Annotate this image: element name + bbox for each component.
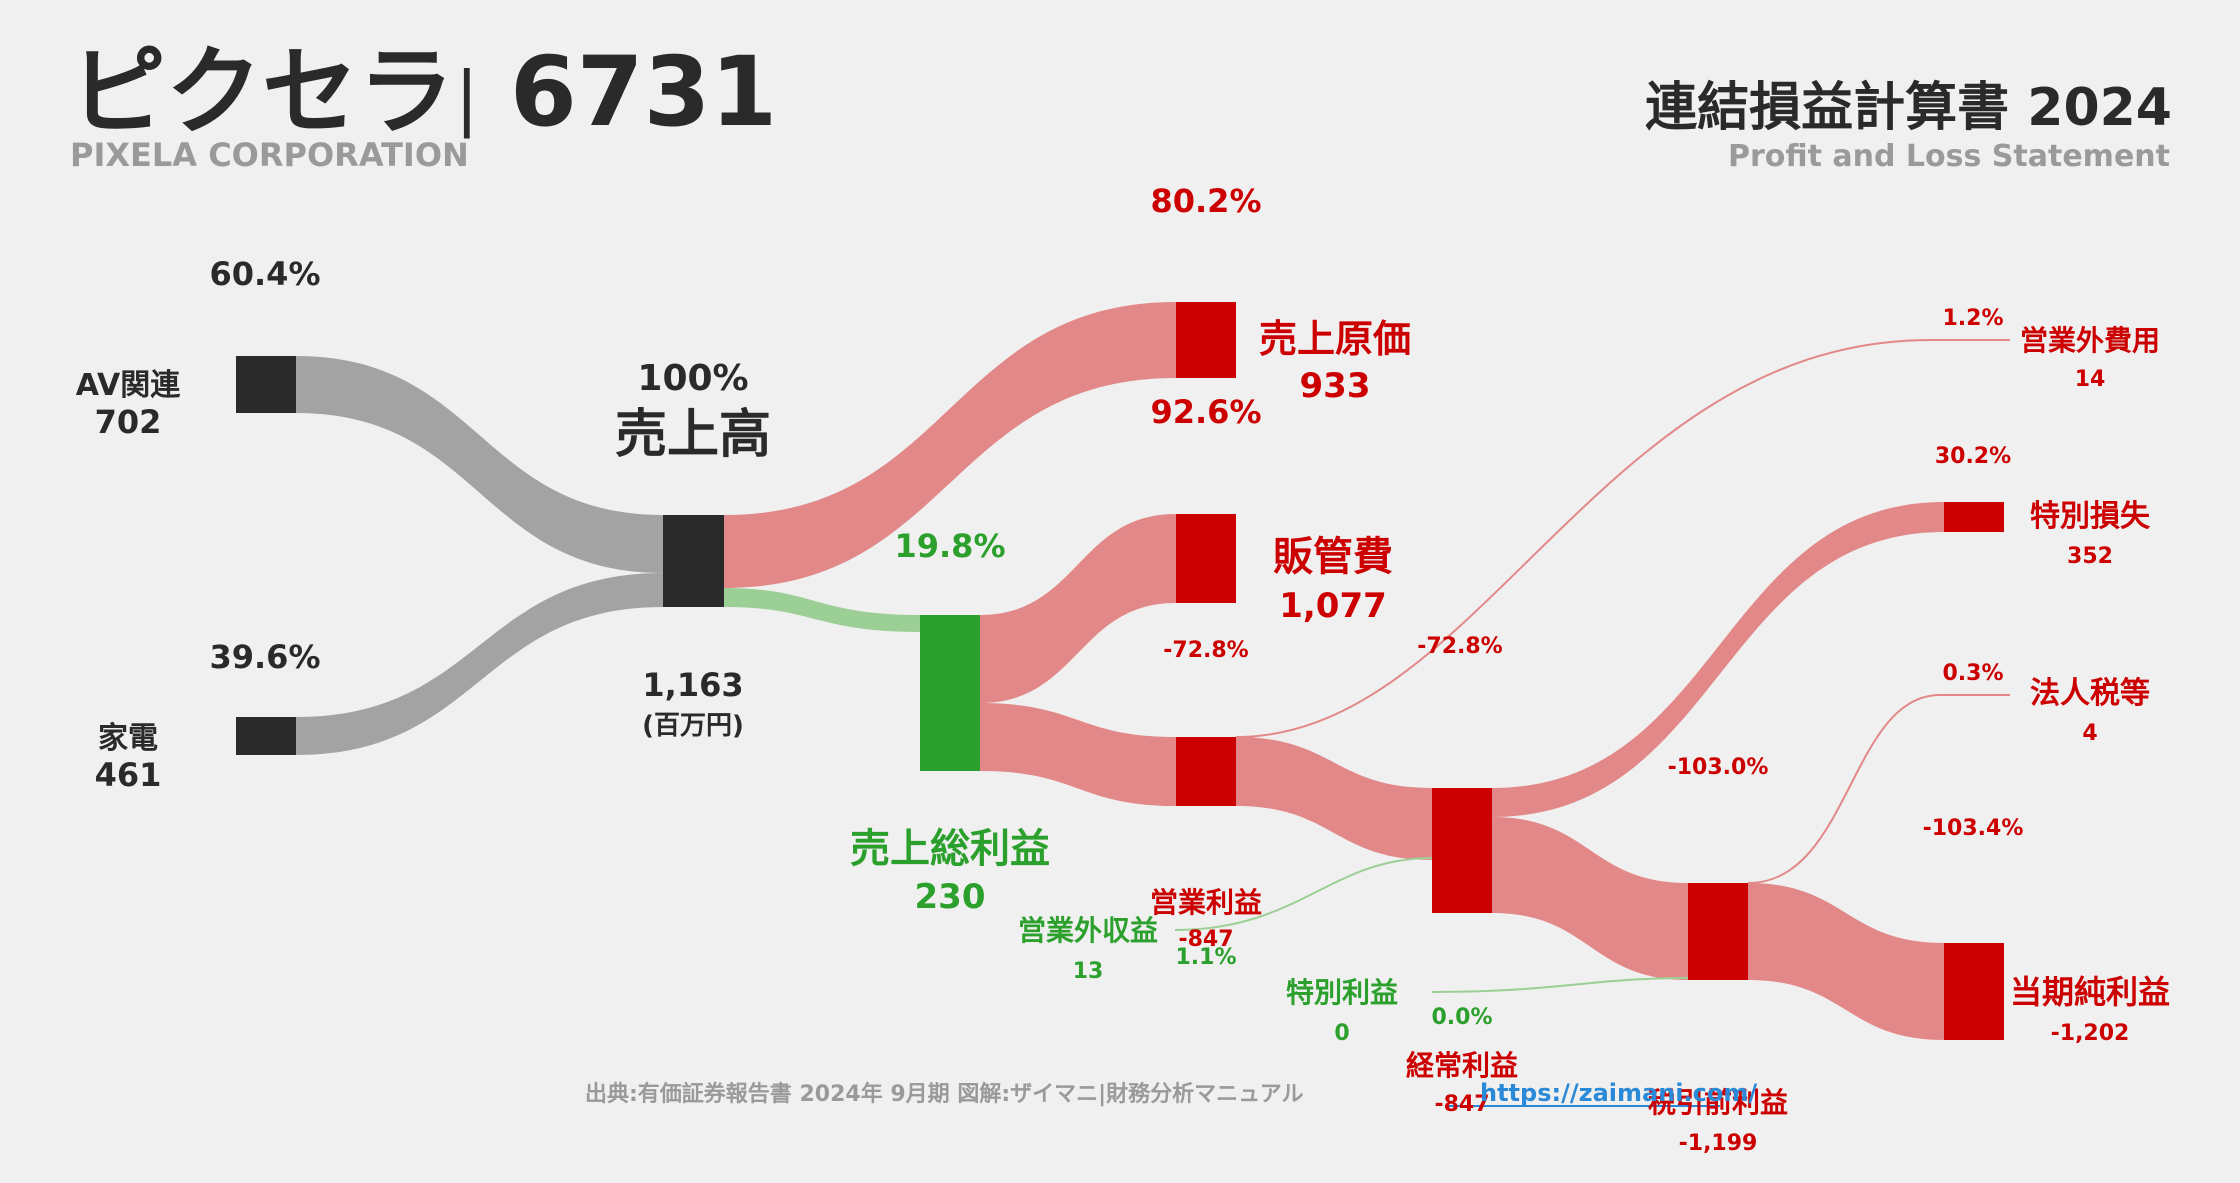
- ord-value: -847: [1434, 1092, 1489, 1117]
- revenue-value: 1,163: [642, 666, 743, 704]
- op-value: -847: [1178, 927, 1233, 952]
- flow-op-to-ord: [1236, 737, 1432, 860]
- nonop-expense-label: 営業外費用: [2020, 324, 2160, 357]
- company-name-en: PIXELA CORPORATION: [70, 136, 469, 174]
- gross-pct: 19.8%: [894, 527, 1005, 565]
- flow-gross-to-op: [980, 703, 1176, 806]
- footer-source: 出典:有価証券報告書 2024年 9月期 図解:ザイマニ|財務分析マニュアル: [585, 1081, 1304, 1107]
- gross-label: 売上総利益: [850, 826, 1050, 872]
- pretax-value: -1,199: [1679, 1131, 1758, 1156]
- cogs-value: 933: [1300, 366, 1371, 406]
- revenue-pct: 100%: [637, 358, 748, 399]
- flow-ord-to-pretax: [1492, 817, 1688, 980]
- av-value: 702: [95, 403, 162, 441]
- node-pretax: [1688, 883, 1748, 980]
- op-label: 営業利益: [1150, 886, 1262, 919]
- sga-label: 販管費: [1273, 534, 1393, 580]
- node-net: [1944, 943, 2004, 1040]
- header-separator: |: [455, 57, 479, 139]
- nonop-income-value: 13: [1073, 959, 1104, 984]
- op-pct: -72.8%: [1417, 634, 1502, 659]
- flow-av-to-revenue: [296, 356, 663, 573]
- node-ord: [1432, 788, 1492, 913]
- special-loss-label: 特別損失: [2030, 499, 2151, 534]
- revenue-label: 売上高: [615, 405, 771, 465]
- net-pct: -103.4%: [1923, 816, 2024, 841]
- node-revenue: [663, 515, 724, 607]
- sga-value: 1,077: [1279, 586, 1387, 626]
- special-gain-label: 特別利益: [1286, 976, 1398, 1009]
- sga-pct: -72.8%: [1163, 638, 1248, 663]
- flow-op-to-nonop-expense: [1235, 339, 2010, 738]
- tax-label: 法人税等: [2030, 676, 2150, 711]
- unit-label: (百万円): [642, 711, 744, 741]
- gross-value: 230: [915, 877, 986, 917]
- node-cogs: [1176, 302, 1236, 378]
- home-label: 家電: [98, 721, 158, 756]
- flow-ord-to-special-loss: [1492, 502, 1944, 817]
- nonop-expense-value: 14: [2075, 367, 2106, 392]
- nonop-income-pct: 1.1%: [1175, 945, 1236, 970]
- node-av: [236, 356, 296, 413]
- pretax-label: 税引前利益: [1648, 1086, 1788, 1119]
- flow-gross-to-sga: [980, 514, 1176, 703]
- home-value: 461: [95, 756, 162, 794]
- node-sga: [1176, 514, 1236, 603]
- av-pct: 60.4%: [209, 255, 320, 293]
- flow-special-gain-to-pretax: [1431, 977, 1689, 993]
- flow-revenue-to-cogs: [724, 302, 1176, 588]
- tax-value: 4: [2082, 721, 2097, 746]
- tax-pct: 0.3%: [1942, 661, 2003, 686]
- net-label: 当期純利益: [2010, 973, 2170, 1011]
- special-gain-value: 0: [1334, 1021, 1349, 1046]
- special-loss-pct: 30.2%: [1935, 444, 2011, 469]
- special-loss-value: 352: [2067, 544, 2113, 569]
- ord-label: 経常利益: [1406, 1049, 1518, 1082]
- node-op: [1176, 737, 1236, 806]
- statement-title: 連結損益計算書 2024: [1645, 78, 2172, 138]
- net-value: -1,202: [2051, 1021, 2130, 1046]
- node-home: [236, 717, 296, 755]
- nonop-income-label: 営業外収益: [1018, 914, 1158, 947]
- cogs-pct: 80.2%: [1150, 182, 1261, 220]
- special-gain-pct: 0.0%: [1431, 1005, 1492, 1030]
- flow-nonop-income-to-ord: [1174, 857, 1433, 931]
- node-gross: [920, 615, 980, 771]
- stock-code: 6731: [510, 36, 777, 148]
- statement-title-en: Profit and Loss Statement: [1728, 139, 2170, 174]
- pretax-pct: -103.0%: [1668, 755, 1769, 780]
- flow-revenue-to-gross: [724, 588, 920, 632]
- flow-pretax-to-tax: [1747, 694, 2010, 884]
- cogs-label: 売上原価: [1259, 317, 1411, 361]
- footer-url[interactable]: https://zaimani.com/: [1480, 1079, 1757, 1107]
- av-label: AV関連: [76, 368, 181, 403]
- cogs-pct2: 92.6%: [1150, 393, 1261, 431]
- company-name: ピクセラ: [70, 36, 454, 148]
- flow-home-to-revenue: [296, 573, 663, 755]
- node-special-loss: [1944, 502, 2004, 532]
- flow-pretax-to-net: [1748, 883, 1944, 1040]
- nonop-expense-pct: 1.2%: [1942, 306, 2003, 331]
- home-pct: 39.6%: [209, 638, 320, 676]
